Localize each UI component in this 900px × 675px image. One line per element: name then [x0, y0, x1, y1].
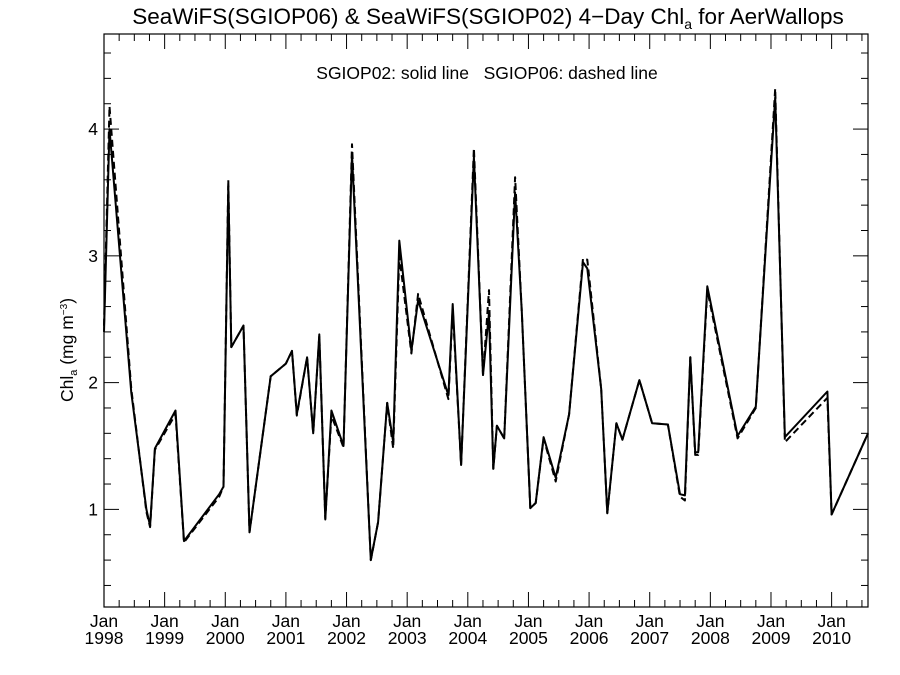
x-tick-label-month: Jan [151, 611, 179, 631]
chart-title-subscript: a [684, 16, 692, 32]
y-tick-label: 3 [88, 246, 98, 266]
x-tick-label-month: Jan [696, 611, 724, 631]
y-axis-label-subscript: a [68, 369, 80, 376]
y-axis-label-unit-close: ) [57, 298, 77, 304]
x-tick-label-year: 2000 [206, 628, 245, 648]
y-tick-label: 4 [88, 119, 98, 139]
x-tick-label-year: 2004 [448, 628, 487, 648]
x-tick-label-year: 2005 [509, 628, 548, 648]
chart-title: SeaWiFS(SGIOP06) & SeaWiFS(SGIOP02) 4−Da… [132, 4, 844, 32]
plot-frame [103, 33, 869, 608]
x-tick-label-year: 1998 [85, 628, 124, 648]
x-tick-label-year: 2006 [570, 628, 609, 648]
x-tick-label-month: Jan [818, 611, 846, 631]
x-tick-label-year: 2002 [327, 628, 366, 648]
x-tick-label-year: 2001 [266, 628, 305, 648]
y-axis-label-exponent: −3 [59, 303, 70, 315]
series-line-sgiop06 [103, 87, 869, 562]
x-tick-label-month: Jan [454, 611, 482, 631]
x-tick-label-month: Jan [272, 611, 300, 631]
x-tick-label-year: 2010 [812, 628, 851, 648]
legend-annotation: SGIOP02: solid line SGIOP06: dashed line [316, 63, 657, 83]
x-tick-label-month: Jan [636, 611, 664, 631]
x-tick-label-month: Jan [393, 611, 421, 631]
x-tick-label-month: Jan [514, 611, 542, 631]
chart-title-suffix: for AerWallops [692, 4, 844, 29]
x-tick-label-month: Jan [757, 611, 785, 631]
series-line-sgiop02 [103, 96, 869, 562]
series-layer [103, 87, 869, 562]
x-tick-label-month: Jan [332, 611, 360, 631]
y-tick-label: 1 [88, 499, 98, 519]
x-tick-label-year: 2003 [388, 628, 427, 648]
x-tick-label-year: 2008 [691, 628, 730, 648]
x-tick-label-year: 2007 [630, 628, 669, 648]
axis-layer: 1234Jan1998Jan1999Jan2000Jan2001Jan2002J… [85, 34, 868, 648]
y-axis-label: Chla (mg m−3) [57, 298, 80, 402]
x-tick-label-month: Jan [575, 611, 603, 631]
y-axis-label-base: Chl [57, 376, 77, 402]
x-tick-label-year: 2009 [752, 628, 791, 648]
x-tick-label-month: Jan [211, 611, 239, 631]
chart-title-main: SeaWiFS(SGIOP06) & SeaWiFS(SGIOP02) 4−Da… [132, 4, 684, 29]
y-axis-label-unit: (mg m [57, 315, 77, 369]
x-tick-label-year: 1999 [145, 628, 184, 648]
x-tick-label-month: Jan [90, 611, 118, 631]
y-tick-label: 2 [88, 373, 98, 393]
